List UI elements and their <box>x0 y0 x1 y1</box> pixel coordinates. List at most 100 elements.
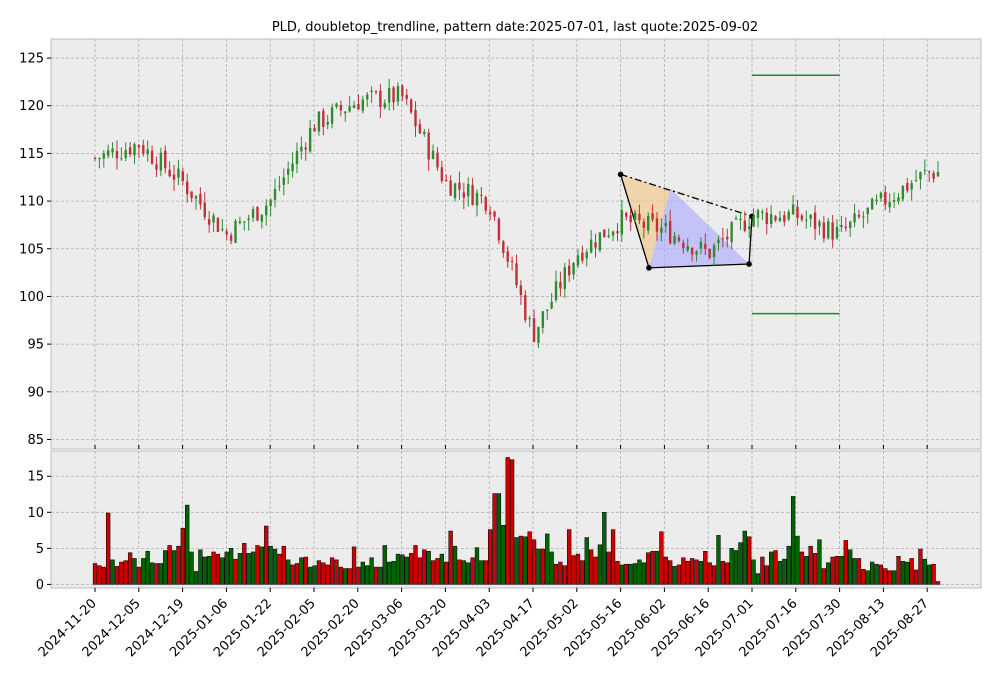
pattern-point <box>617 171 624 178</box>
volume-bar <box>237 553 243 585</box>
volume-bar <box>742 530 747 585</box>
volume-bar <box>127 552 133 585</box>
volume-bar <box>395 553 401 585</box>
candle-body <box>827 221 830 239</box>
candle-body <box>256 207 259 221</box>
candle-body <box>761 211 764 213</box>
volume-bar <box>299 557 304 585</box>
candle-body <box>106 150 110 156</box>
volume-bar <box>751 559 756 585</box>
volume-bar <box>931 563 936 585</box>
volume-bar <box>242 543 247 585</box>
volume-bar <box>106 512 111 585</box>
volume-bar <box>220 557 225 585</box>
candle-body <box>796 206 799 218</box>
candle-body <box>436 152 439 168</box>
volume-bar <box>817 539 822 585</box>
volume-bar <box>553 563 559 585</box>
volume-bar <box>307 566 313 585</box>
candle-body <box>286 168 290 175</box>
candle-body <box>677 237 681 241</box>
volume-bar <box>391 561 396 585</box>
candle-body <box>642 221 646 228</box>
volume-bar <box>834 556 840 585</box>
candle-body <box>748 226 751 229</box>
volume-bar <box>163 550 168 585</box>
candle-body <box>638 213 641 221</box>
volume-bar <box>101 566 106 585</box>
candle-body <box>848 221 852 229</box>
candle-body <box>791 204 795 215</box>
volume-bar <box>457 559 462 585</box>
candle-body <box>546 309 549 311</box>
volume-bar <box>615 561 620 585</box>
volume-bar <box>378 566 383 585</box>
candle-body <box>647 215 650 231</box>
candle-body <box>502 241 505 254</box>
volume-bar <box>646 552 651 585</box>
price-tick-label: 110 <box>19 195 44 210</box>
candle-body <box>497 218 501 241</box>
candle-body <box>888 202 891 208</box>
candle-body <box>115 151 119 159</box>
volume-bar <box>935 581 941 585</box>
candle-body <box>800 215 804 220</box>
candle-body <box>370 90 373 93</box>
candle-body <box>207 219 211 225</box>
volume-bar <box>360 561 365 585</box>
volume-bar <box>382 545 387 585</box>
candle-body <box>317 111 321 132</box>
candle-body <box>405 94 408 99</box>
volume-bar <box>905 561 910 585</box>
candle-body <box>629 215 632 223</box>
candle-body <box>265 205 268 216</box>
candle-body <box>778 217 782 222</box>
candle-body <box>260 214 264 222</box>
candle-body <box>339 104 343 111</box>
candle-body <box>124 149 127 158</box>
volume-bar <box>755 573 761 585</box>
candle-body <box>326 121 329 125</box>
candle-body <box>563 267 566 289</box>
candle-body <box>695 251 698 255</box>
price-tick-label: 115 <box>19 147 44 162</box>
volume-bar <box>325 564 330 585</box>
candle-body <box>506 251 509 262</box>
candle-body <box>172 174 176 180</box>
volume-bar <box>549 551 554 585</box>
volume-bar <box>176 545 181 585</box>
volume-bar <box>158 563 164 585</box>
candle-body <box>449 180 452 196</box>
volume-bar <box>496 493 502 585</box>
volume-bar <box>545 533 550 585</box>
volume-bar <box>878 564 884 585</box>
candle-body <box>572 263 575 275</box>
volume-bar <box>211 551 216 585</box>
candle-body <box>756 210 760 218</box>
volume-bar <box>588 549 594 585</box>
candle-body <box>712 245 716 258</box>
price-y-axis: 85 90 95 100 105 110 115 120 125 <box>19 52 51 448</box>
chart-title: PLD, doubletop_trendline, pattern date:2… <box>272 20 758 35</box>
volume-bar <box>193 571 199 585</box>
candle-body <box>857 214 861 217</box>
candle-body <box>484 196 487 211</box>
candle-body <box>774 216 777 221</box>
candle-body <box>616 231 619 234</box>
candle-body <box>559 281 562 289</box>
candle-body <box>181 171 185 182</box>
candle-body <box>330 107 334 124</box>
candle-body <box>866 207 869 215</box>
candle-body <box>414 109 417 127</box>
volume-bar <box>681 557 686 585</box>
volume-bar <box>356 566 361 585</box>
price-tick-label: 95 <box>27 338 44 353</box>
candle-body <box>366 94 369 100</box>
volume-bar <box>580 560 585 585</box>
volume-bar <box>558 561 563 585</box>
candle-body <box>625 212 628 217</box>
candle-body <box>835 227 839 239</box>
volume-bar <box>786 545 791 585</box>
volume-bar <box>303 556 308 585</box>
volume-bar <box>189 551 194 585</box>
